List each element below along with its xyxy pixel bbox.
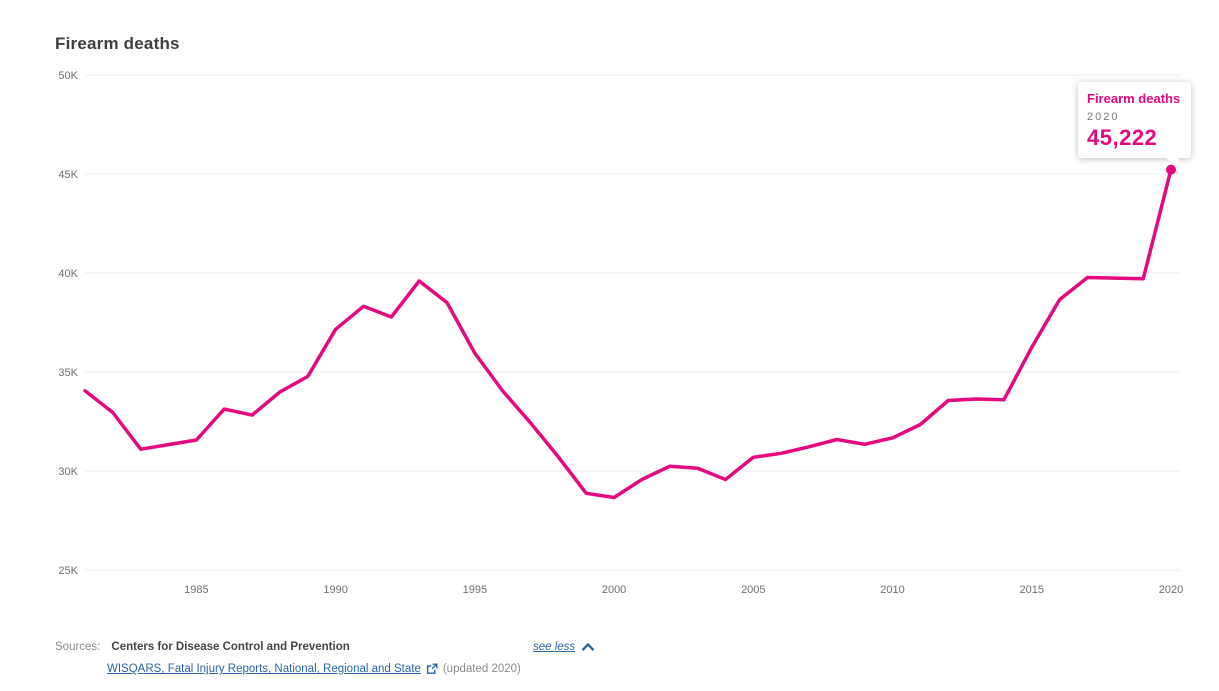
tooltip-series-label: Firearm deaths — [1087, 91, 1181, 106]
see-less-label: see less — [533, 641, 576, 653]
y-axis-tick-label: 45K — [58, 169, 78, 181]
x-axis-tick-label: 1990 — [323, 584, 347, 596]
x-axis-tick-label: 2020 — [1159, 584, 1183, 596]
external-link-icon[interactable] — [426, 663, 438, 675]
source-updated: (updated 2020) — [442, 663, 521, 675]
sources-footer: Sources: Centers for Disease Control and … — [55, 641, 1175, 675]
x-axis-tick-label: 2015 — [1020, 584, 1044, 596]
line-chart-canvas: 25K 30K 35K 40K 45K 50K 1985 1990 1995 2000 2005 20… — [58, 70, 1183, 596]
x-axis-tick-label: 2000 — [602, 584, 626, 596]
x-axis-tick-label: 1985 — [184, 584, 208, 596]
tooltip-arrow — [1166, 158, 1179, 167]
y-axis-tick-label: 40K — [58, 268, 78, 280]
y-axis-tick-label: 25K — [58, 565, 78, 577]
highlighted-data-point[interactable] — [1166, 164, 1176, 175]
chart-title: Firearm deaths — [55, 34, 180, 53]
y-axis-tick-label: 50K — [58, 70, 78, 82]
tooltip: Firearm deaths 2020 45,222 — [1078, 82, 1191, 167]
sources-row-1: Sources: Centers for Disease Control and … — [55, 641, 1175, 656]
y-axis-tick-label: 30K — [58, 466, 78, 478]
tooltip-year: 2020 — [1087, 111, 1120, 123]
source-organization: Centers for Disease Control and Preventi… — [111, 641, 350, 653]
x-axis-tick-label: 2005 — [741, 584, 765, 596]
tooltip-value: 45,222 — [1087, 125, 1158, 150]
source-link[interactable]: WISQARS, Fatal Injury Reports, National,… — [107, 663, 421, 675]
x-axis-tick-label: 2010 — [880, 584, 904, 596]
chevron-up-icon — [582, 643, 595, 651]
sources-row-2: WISQARS, Fatal Injury Reports, National,… — [107, 663, 1175, 675]
firearm-deaths-line[interactable] — [83, 167, 1173, 500]
see-less-link[interactable]: see less — [533, 641, 595, 653]
sources-label: Sources: — [55, 641, 101, 653]
x-axis-tick-label: 1995 — [463, 584, 487, 596]
y-axis-tick-label: 35K — [58, 367, 78, 379]
